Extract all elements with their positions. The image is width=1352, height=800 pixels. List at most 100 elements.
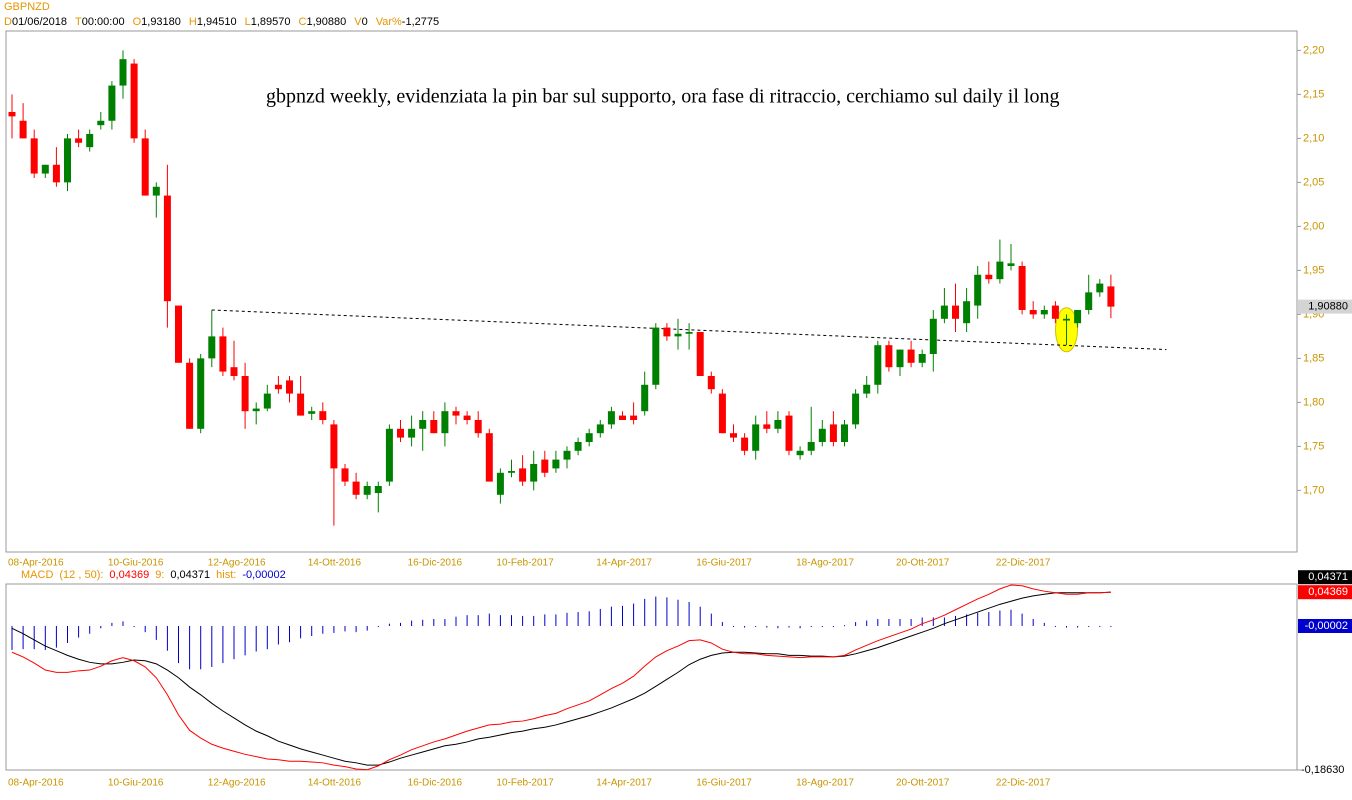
histogram-bar — [588, 611, 590, 626]
field-value: 01/06/2018 — [11, 16, 68, 28]
histogram-bar — [33, 625, 35, 650]
candle-body — [52, 164, 60, 183]
candle-body — [408, 428, 416, 438]
histogram-bar — [622, 605, 623, 626]
candle-body — [818, 428, 826, 442]
histogram-bar — [189, 625, 191, 670]
candle-body — [663, 327, 671, 337]
histogram-bar — [411, 620, 413, 626]
histogram-bar — [289, 625, 290, 643]
x-tick-label: 14-Apr-2017 — [596, 558, 652, 569]
candle-body — [363, 485, 371, 495]
candle-body — [463, 415, 471, 420]
histogram-bar — [366, 625, 368, 631]
histogram-bar — [11, 625, 13, 650]
histogram-bar — [133, 625, 135, 627]
candle-body — [485, 433, 493, 482]
histogram-bar — [200, 625, 202, 670]
histogram-bar — [821, 625, 823, 627]
legend-part: 9: — [155, 569, 164, 581]
legend-part: 0,04369 — [109, 569, 149, 581]
field-value: 1,90880 — [306, 16, 347, 28]
candle-body — [1040, 309, 1048, 315]
histogram-bar — [444, 619, 446, 626]
price-panel — [5, 30, 1298, 553]
y-tick-label: 2,20 — [1303, 44, 1324, 56]
histogram-bar — [799, 625, 801, 629]
field-value: 1,89570 — [250, 16, 291, 28]
histogram-bar — [955, 615, 956, 626]
candle-body — [685, 331, 693, 334]
histogram-bar — [1088, 625, 1090, 627]
candle-body — [430, 419, 438, 434]
candle-body — [841, 424, 848, 442]
x-tick-label: 16-Dic-2016 — [408, 778, 463, 789]
symbol-title: GBPNZD — [4, 1, 50, 13]
last-price-label: 1,90880 — [1308, 301, 1348, 313]
candle-body — [252, 408, 260, 412]
candle-body — [563, 450, 571, 460]
macd-line — [11, 584, 1111, 771]
histogram-bar — [122, 621, 124, 626]
candle-body — [8, 111, 16, 117]
candle-body — [474, 419, 482, 434]
histogram-bar — [988, 612, 990, 626]
histogram-bar — [844, 625, 845, 627]
candle-body — [596, 424, 604, 434]
field-key: O — [132, 16, 142, 28]
x-tick-label: 16-Giu-2017 — [696, 778, 752, 789]
candle-body — [952, 305, 959, 319]
x-tick-label: 16-Dic-2016 — [408, 558, 463, 569]
histogram-bar — [677, 599, 679, 626]
x-tick-label: 22-Dic-2017 — [996, 778, 1051, 789]
histogram-bar — [300, 625, 302, 639]
histogram-bar — [1010, 609, 1012, 626]
field-key: C — [298, 16, 307, 28]
candle-body — [1085, 292, 1093, 310]
histogram-bar — [144, 625, 146, 633]
histogram-bar — [943, 617, 945, 626]
value-marker-label: 0,04369 — [1308, 586, 1348, 598]
value-marker — [1298, 585, 1352, 600]
candle-body — [97, 120, 105, 126]
histogram-bar — [166, 625, 168, 651]
candle-body — [940, 305, 948, 319]
candle-body — [996, 261, 1004, 280]
field-value: -1,2775 — [401, 16, 440, 28]
y-tick-label: 2,10 — [1303, 132, 1324, 144]
candle-body — [75, 138, 83, 143]
candle-body — [152, 186, 160, 196]
candle-body — [297, 393, 305, 416]
candle-body — [985, 274, 993, 280]
histogram-bar — [755, 625, 757, 627]
x-tick-label: 10-Feb-2017 — [496, 558, 554, 569]
last-price-marker — [1298, 299, 1352, 314]
candle-body — [896, 349, 904, 368]
histogram-bar — [499, 615, 501, 626]
histogram-bar — [333, 625, 335, 633]
y-tick-label: 1,80 — [1303, 396, 1324, 408]
candle-body — [852, 393, 860, 425]
histogram-bar — [566, 612, 568, 626]
x-tick-label: 08-Apr-2016 — [8, 558, 64, 569]
candle-body — [785, 415, 793, 451]
histogram-bar — [422, 619, 424, 626]
histogram-bar — [1077, 625, 1079, 628]
value-marker-label: 0,04371 — [1308, 571, 1348, 583]
histogram-bar — [855, 622, 857, 626]
x-tick-label: 12-Ago-2016 — [208, 778, 266, 789]
candle-body — [696, 331, 704, 376]
candle-body — [286, 380, 293, 394]
field-value: 00:00:00 — [81, 16, 125, 28]
histogram-bar — [155, 625, 157, 640]
histogram-bar — [555, 614, 557, 626]
histogram-bar — [899, 619, 901, 626]
candle-body — [796, 450, 804, 456]
histogram-bar — [688, 602, 690, 626]
candle-body — [630, 415, 638, 420]
histogram-bar — [655, 596, 657, 626]
histogram-bar — [721, 622, 723, 626]
y-tick-label: 2,00 — [1303, 220, 1324, 232]
candle-body — [119, 59, 127, 86]
